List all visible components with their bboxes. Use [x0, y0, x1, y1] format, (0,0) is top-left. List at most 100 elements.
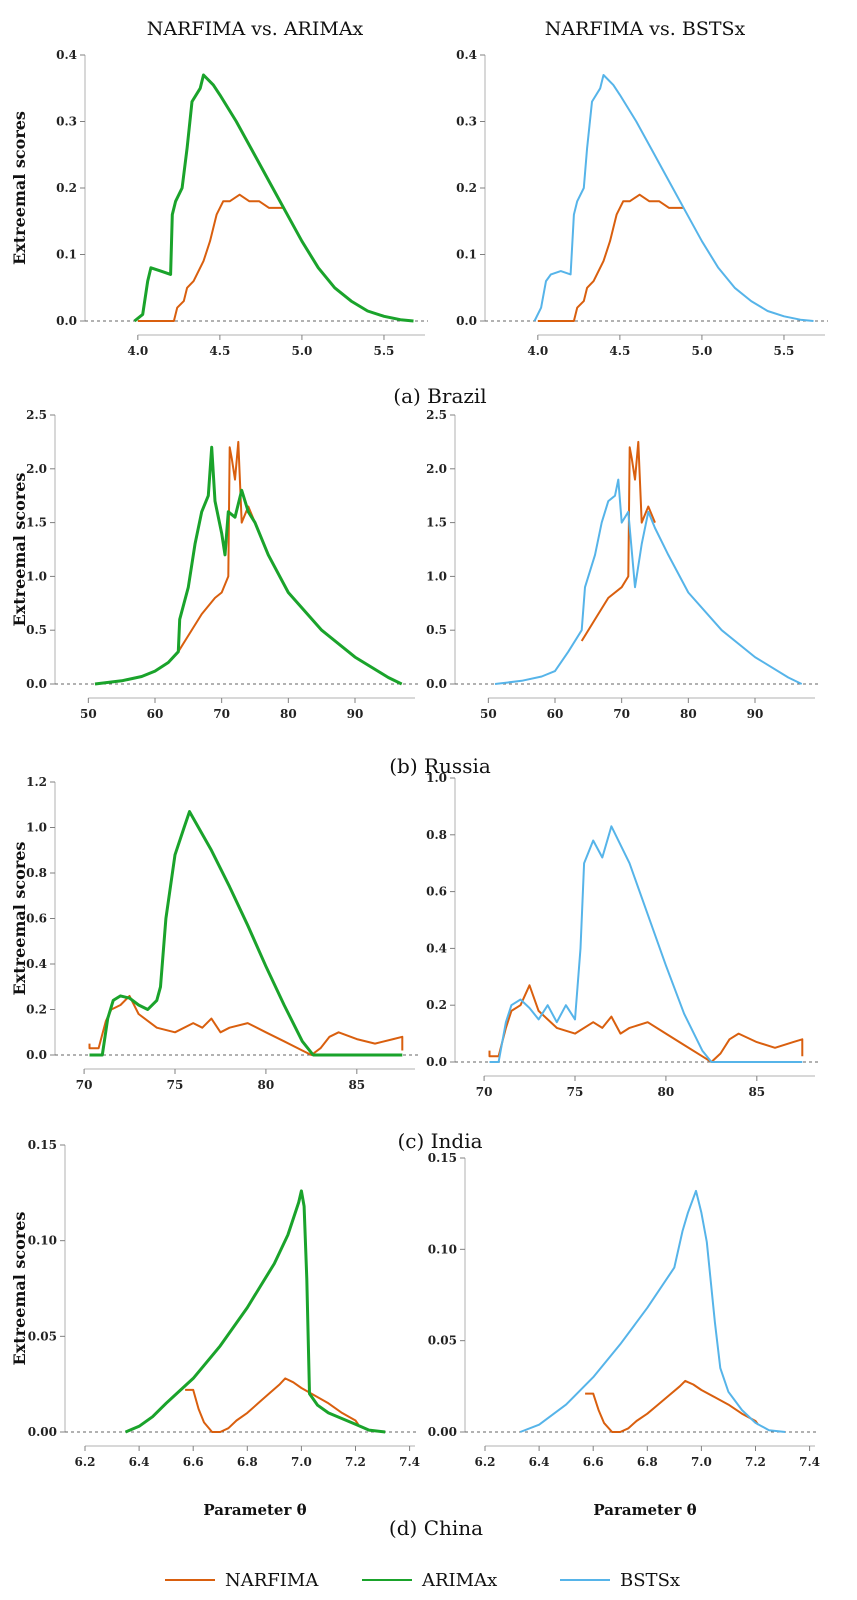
panel-russia-arimax: 0.0 0.5 1.0 1.5 2.0 2.5 50 60 70 80 90 Extreemal sc… — [10, 408, 418, 721]
series-line-narfima — [580, 440, 656, 642]
x-tick-label: 80 — [658, 1085, 675, 1099]
y-tick-label: 2.5 — [426, 408, 447, 422]
y-tick-label: 1.5 — [26, 516, 47, 530]
y-tick-label: 1.0 — [426, 771, 447, 785]
series-line-arimax — [94, 445, 403, 686]
x-tick-label: 60 — [147, 707, 164, 721]
y-tick-label: 0.3 — [456, 115, 477, 129]
y-tick-label: 0.0 — [26, 1048, 47, 1062]
panels: 0.0 0.1 0.2 0.3 0.4 4.0 4.5 5.0 5.5 Extreemal sco… — [10, 48, 828, 1469]
y-tick-label: 0.2 — [26, 1003, 47, 1017]
x-tick-label: 90 — [347, 707, 364, 721]
y-tick-label: 0.2 — [456, 181, 477, 195]
caption-china: (d) China — [389, 1516, 483, 1540]
column-title-left: NARFIMA vs. ARIMAx — [147, 18, 364, 40]
y-tick-label: 0.10 — [28, 1234, 57, 1248]
y-tick-label: 2.0 — [26, 462, 47, 476]
y-tick-label: 0.2 — [56, 181, 77, 195]
x-tick-label: 7.0 — [691, 1455, 712, 1469]
x-tick-label: 80 — [680, 707, 697, 721]
x-tick-label: 50 — [480, 707, 497, 721]
y-tick-label: 1.5 — [426, 516, 447, 530]
y-axis-label: Extreemal scores — [10, 473, 29, 627]
series-line-narfima — [585, 1379, 760, 1433]
x-tick-label: 7.4 — [799, 1455, 820, 1469]
y-tick-label: 0.10 — [428, 1242, 457, 1256]
series-line-narfima — [137, 193, 284, 322]
x-axis-label-right: Parameter θ — [593, 1501, 696, 1519]
x-tick-label: 50 — [80, 707, 97, 721]
series-line-arimax — [125, 1189, 386, 1434]
panel-china-bstsx: 0.00 0.05 0.10 0.15 6.2 6.4 6.6 6.8 7.0 7.2 7.4 — [428, 1151, 820, 1469]
y-tick-label: 0.15 — [28, 1138, 57, 1152]
caption-brazil: (a) Brazil — [393, 384, 486, 408]
y-tick-label: 0.4 — [56, 48, 77, 62]
x-tick-label: 70 — [476, 1085, 493, 1099]
y-tick-label: 0.2 — [426, 998, 447, 1012]
x-tick-label: 80 — [258, 1078, 275, 1092]
series-line-bstsx — [533, 74, 814, 322]
panel-brazil-arimax: 0.0 0.1 0.2 0.3 0.4 4.0 4.5 5.0 5.5 Extreemal sco… — [10, 48, 428, 358]
x-tick-label: 4.0 — [127, 344, 148, 358]
y-axis-label: Extreemal scores — [10, 1212, 29, 1366]
series-line-narfima — [537, 193, 684, 322]
x-tick-label: 6.6 — [583, 1455, 604, 1469]
series-line-narfima — [88, 994, 404, 1056]
y-tick-label: 0.15 — [428, 1151, 457, 1165]
x-tick-label: 85 — [748, 1085, 765, 1099]
panel-brazil-bstsx: 0.0 0.1 0.2 0.3 0.4 4.0 4.5 5.0 5.5 — [456, 48, 828, 358]
panel-russia-bstsx: 0.0 0.5 1.0 1.5 2.0 2.5 50 60 70 80 90 — [426, 408, 818, 721]
x-tick-label: 4.5 — [609, 344, 630, 358]
x-tick-label: 7.0 — [291, 1455, 312, 1469]
legend-label-narfima: NARFIMA — [225, 1570, 319, 1591]
y-tick-label: 0.0 — [456, 314, 477, 328]
x-tick-label: 75 — [567, 1085, 584, 1099]
y-tick-label: 0.6 — [426, 885, 447, 899]
x-tick-label: 70 — [213, 707, 230, 721]
y-tick-label: 0.5 — [426, 623, 447, 637]
series-line-arimax — [133, 73, 414, 323]
legend-label-arimax: ARIMAx — [421, 1570, 497, 1591]
x-tick-label: 6.2 — [475, 1455, 496, 1469]
x-tick-label: 5.0 — [691, 344, 712, 358]
y-tick-label: 0.4 — [26, 957, 47, 971]
x-tick-label: 6.8 — [637, 1455, 658, 1469]
y-tick-label: 0.8 — [26, 866, 47, 880]
panel-china-arimax: 0.00 0.05 0.10 0.15 6.2 6.4 6.6 6.8 7.0 7.2 7.4 Ext… — [10, 1138, 420, 1469]
y-tick-label: 0.1 — [56, 248, 77, 262]
legend-label-bstsx: BSTSx — [620, 1570, 680, 1591]
x-tick-label: 60 — [547, 707, 564, 721]
y-tick-label: 0.5 — [26, 623, 47, 637]
y-tick-label: 1.0 — [426, 569, 447, 583]
y-tick-label: 0.3 — [56, 115, 77, 129]
series-line-narfima — [94, 440, 403, 685]
series-line-narfima — [488, 984, 804, 1063]
y-axis-label: Extreemal scores — [10, 842, 29, 996]
x-tick-label: 80 — [280, 707, 297, 721]
column-title-right: NARFIMA vs. BSTSx — [545, 18, 746, 40]
y-tick-label: 0.0 — [56, 314, 77, 328]
x-tick-label: 7.4 — [399, 1455, 420, 1469]
x-tick-label: 4.5 — [209, 344, 230, 358]
y-tick-label: 0.8 — [426, 828, 447, 842]
y-tick-label: 2.0 — [426, 462, 447, 476]
x-tick-label: 6.6 — [183, 1455, 204, 1469]
panel-india-arimax: 0.0 0.2 0.4 0.6 0.8 1.0 1.2 70 75 80 85 Extreemal s… — [10, 775, 418, 1092]
y-tick-label: 0.6 — [26, 912, 47, 926]
series-line-narfima — [185, 1377, 360, 1433]
caption-india: (c) India — [397, 1129, 482, 1153]
y-tick-label: 0.4 — [426, 941, 447, 955]
x-tick-label: 7.2 — [745, 1455, 766, 1469]
y-tick-label: 0.0 — [426, 1055, 447, 1069]
y-tick-label: 1.0 — [26, 569, 47, 583]
series-line-bstsx — [519, 1189, 786, 1433]
y-tick-label: 0.4 — [456, 48, 477, 62]
y-tick-label: 0.00 — [28, 1425, 57, 1439]
x-tick-label: 5.5 — [374, 344, 395, 358]
x-tick-label: 4.0 — [527, 344, 548, 358]
x-tick-label: 6.2 — [75, 1455, 96, 1469]
x-tick-label: 6.8 — [237, 1455, 258, 1469]
y-tick-label: 1.2 — [26, 775, 47, 789]
x-tick-label: 85 — [348, 1078, 365, 1092]
y-tick-label: 0.05 — [428, 1334, 457, 1348]
